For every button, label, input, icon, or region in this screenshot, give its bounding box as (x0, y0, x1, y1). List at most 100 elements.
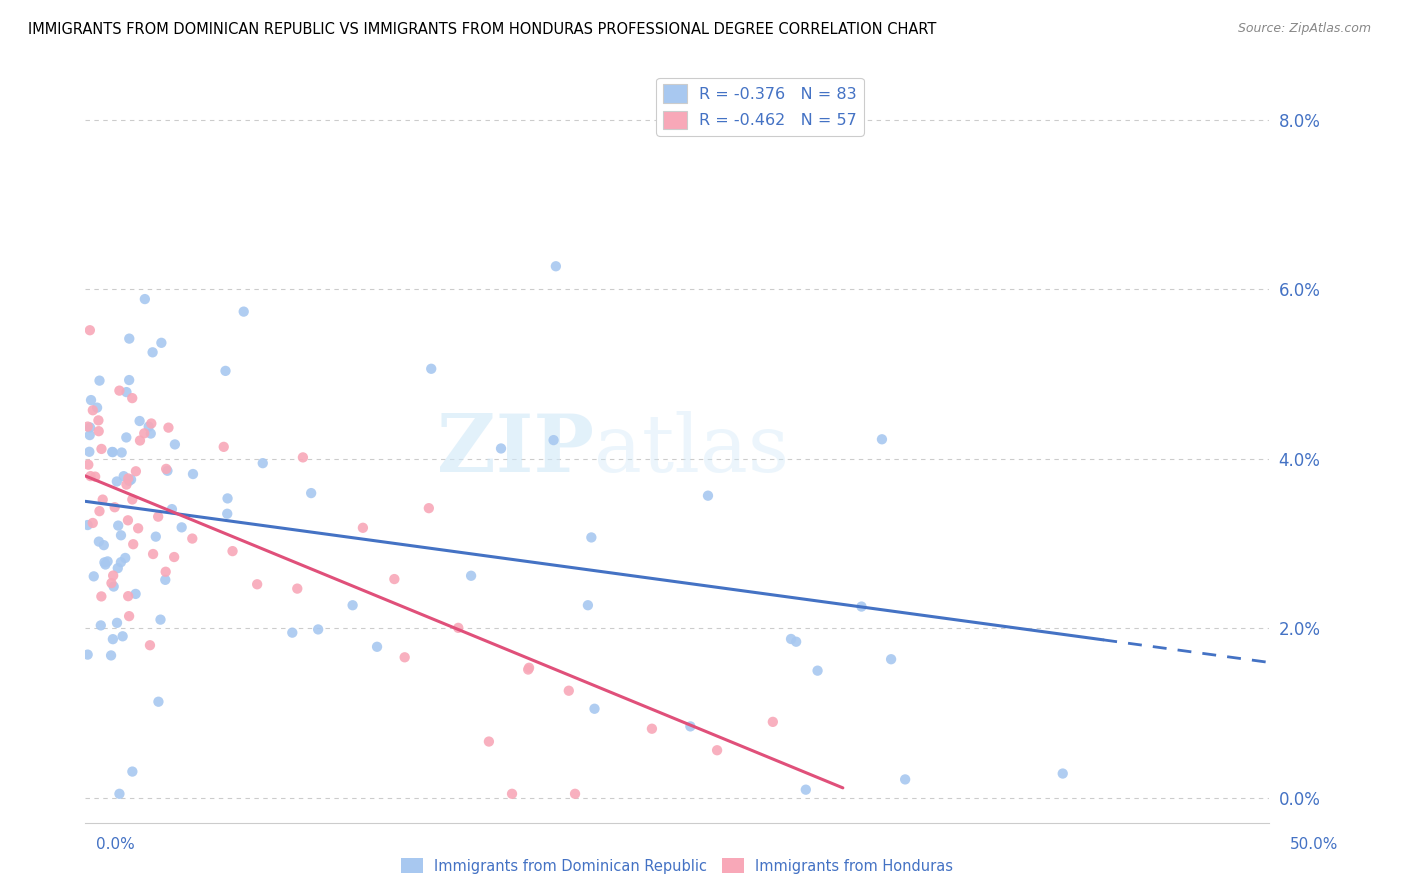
Point (214, 364, 236, 378)
Point (221, 544, 243, 558)
Point (697, 489, 720, 503)
Point (110, 528, 132, 542)
Point (870, 432, 893, 446)
Point (145, 530, 167, 544)
Point (94, 558, 117, 572)
Point (489, 442, 512, 456)
Point (114, 550, 136, 565)
Point (107, 518, 129, 533)
Point (138, 419, 160, 434)
Point (117, 589, 139, 603)
Point (780, 632, 803, 646)
Point (84, 469, 107, 483)
Point (111, 445, 134, 459)
Point (115, 477, 138, 491)
Point (89, 504, 111, 518)
Point (122, 537, 145, 551)
Point (232, 304, 254, 318)
Point (851, 599, 873, 614)
Point (679, 719, 702, 733)
Point (87, 534, 110, 549)
Text: atlas: atlas (595, 411, 789, 490)
Point (108, 787, 131, 801)
Point (581, 531, 603, 545)
Point (86, 401, 108, 415)
Point (141, 417, 163, 431)
Point (291, 450, 314, 465)
Point (129, 434, 152, 448)
Point (543, 433, 565, 447)
Point (762, 714, 785, 729)
Point (163, 437, 186, 451)
Point (134, 426, 156, 441)
Point (149, 613, 172, 627)
Point (118, 373, 141, 387)
Point (82, 403, 104, 417)
Point (544, 259, 567, 273)
Point (80, 393, 103, 408)
Point (447, 621, 470, 635)
Point (139, 638, 162, 652)
Point (285, 582, 308, 596)
Point (342, 599, 364, 613)
Point (121, 492, 143, 507)
Point (101, 445, 124, 459)
Point (252, 456, 274, 470)
Point (150, 335, 173, 350)
Point (93, 538, 115, 552)
Point (79, 323, 101, 337)
Point (111, 629, 134, 643)
Point (181, 467, 204, 481)
Point (460, 568, 482, 582)
Point (77, 458, 100, 472)
Point (76, 419, 98, 434)
Point (100, 576, 122, 591)
Point (104, 500, 127, 515)
Point (87, 413, 110, 427)
Point (366, 640, 388, 654)
Point (142, 345, 165, 359)
Point (118, 332, 141, 346)
Point (880, 652, 903, 666)
Point (139, 426, 162, 441)
Point (517, 661, 540, 675)
Point (299, 486, 322, 500)
Point (641, 722, 664, 736)
Point (118, 609, 141, 624)
Point (121, 764, 143, 779)
Point (478, 734, 501, 748)
Point (217, 491, 239, 506)
Point (806, 664, 828, 678)
Point (120, 473, 142, 487)
Point (794, 782, 817, 797)
Point (115, 430, 138, 444)
Point (125, 464, 148, 478)
Point (117, 471, 139, 485)
Point (170, 520, 193, 534)
Point (420, 361, 443, 376)
Point (108, 384, 131, 398)
Point (82, 516, 104, 530)
Point (118, 474, 141, 488)
Point (79, 469, 101, 483)
Point (90, 442, 112, 456)
Point (517, 663, 540, 677)
Point (87, 424, 110, 438)
Point (124, 587, 146, 601)
Legend: R = -0.376   N = 83, R = -0.462   N = 57: R = -0.376 N = 83, R = -0.462 N = 57 (657, 78, 863, 136)
Point (564, 787, 586, 801)
Point (107, 561, 129, 575)
Point (90, 590, 112, 604)
Point (163, 549, 186, 564)
Point (105, 615, 128, 630)
Point (128, 414, 150, 428)
Point (142, 547, 165, 561)
Point (212, 440, 235, 454)
Point (101, 632, 124, 647)
Point (217, 507, 239, 521)
Text: Source: ZipAtlas.com: Source: ZipAtlas.com (1237, 22, 1371, 36)
Point (894, 772, 917, 787)
Text: 50.0%: 50.0% (1291, 838, 1339, 852)
Point (148, 695, 170, 709)
Point (76, 518, 98, 533)
